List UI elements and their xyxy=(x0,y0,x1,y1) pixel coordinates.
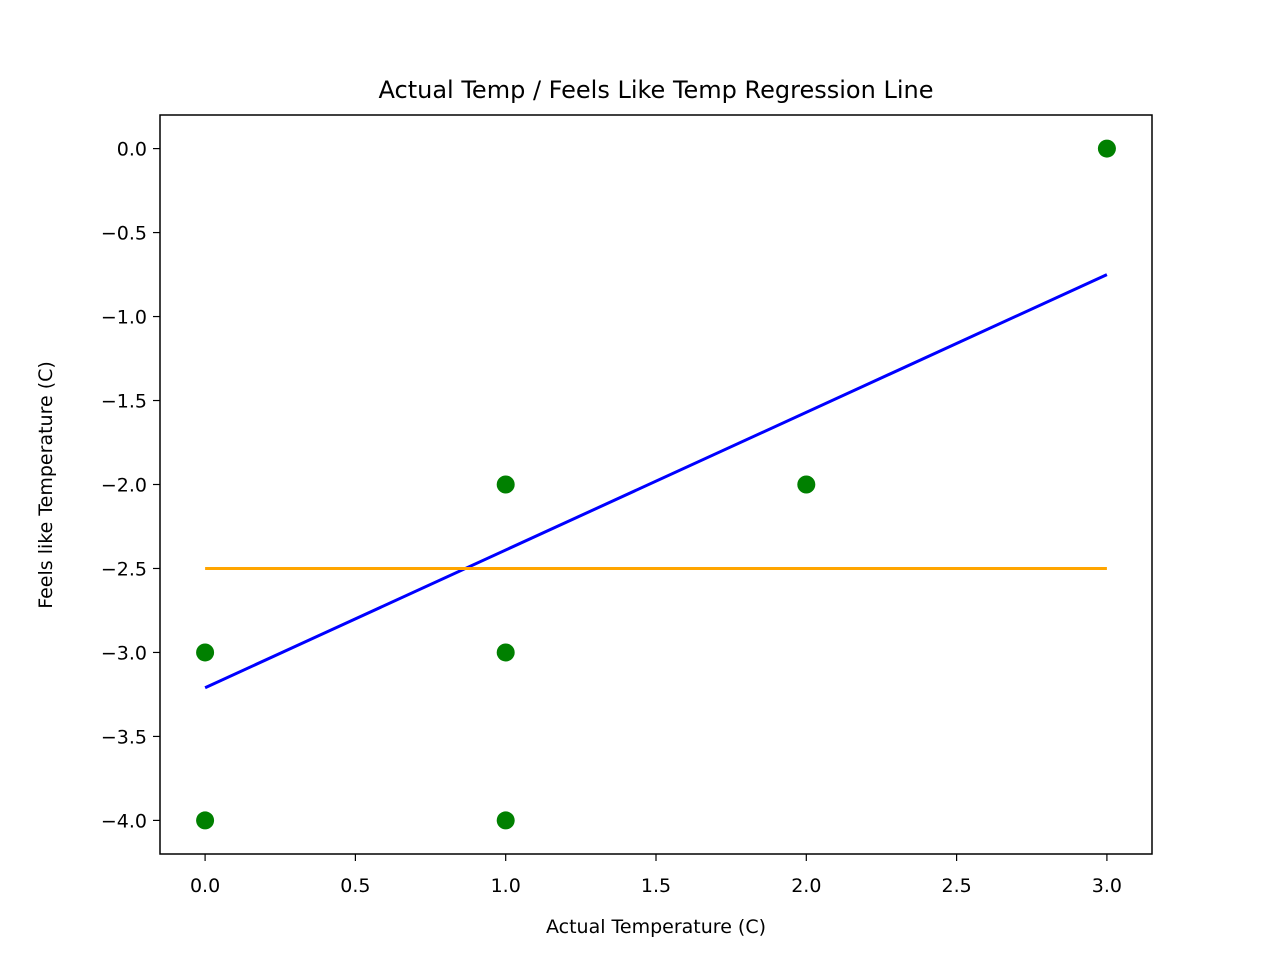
y-tick-label: −2.0 xyxy=(101,475,147,497)
x-tick-label: 3.0 xyxy=(1092,875,1122,897)
data-point xyxy=(797,475,816,494)
chart-title: Actual Temp / Feels Like Temp Regression… xyxy=(379,76,934,104)
x-tick-label: 2.0 xyxy=(791,875,821,897)
x-tick-label: 1.5 xyxy=(641,875,671,897)
y-tick-label: −1.0 xyxy=(101,307,147,329)
x-tick-label: 1.0 xyxy=(491,875,521,897)
y-tick-label: −4.0 xyxy=(101,810,147,832)
y-tick-label: −0.5 xyxy=(101,223,147,245)
y-tick-label: −3.0 xyxy=(101,642,147,664)
data-point xyxy=(496,811,515,830)
x-axis-label: Actual Temperature (C) xyxy=(546,916,766,938)
x-tick-label: 2.5 xyxy=(941,875,971,897)
data-point xyxy=(496,475,515,494)
plot-frame xyxy=(159,114,1153,855)
x-tick-label: 0.0 xyxy=(190,875,220,897)
data-point xyxy=(1097,139,1116,158)
x-tick-label: 0.5 xyxy=(340,875,370,897)
plot-area xyxy=(196,139,1116,830)
y-tick-label: −2.5 xyxy=(101,558,147,580)
data-point xyxy=(496,643,515,662)
series-line-0 xyxy=(204,273,1108,690)
data-point xyxy=(196,643,215,662)
data-point xyxy=(196,811,215,830)
y-tick-label: 0.0 xyxy=(117,139,147,161)
axis-ticks: 0.0 0.5 1.0 1.5 2.0 2.5 3.0 0.0 −0.5 −1.0 −1.5 −2.0… xyxy=(101,139,1122,897)
y-axis-label: Feels like Temperature (C) xyxy=(35,361,57,609)
y-tick-label: −3.5 xyxy=(101,726,147,748)
y-tick-label: −1.5 xyxy=(101,391,147,413)
